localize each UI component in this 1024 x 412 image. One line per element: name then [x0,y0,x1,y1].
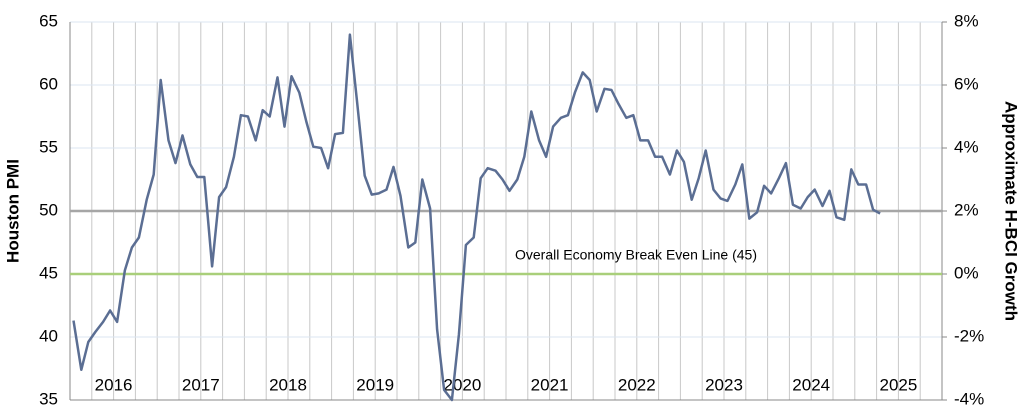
x-tick-label: 2017 [182,375,220,394]
y2-tick-label: -4% [954,389,984,408]
y-axis-title: Houston PMI [3,159,22,263]
y2-tick-label: 8% [954,11,979,30]
y-tick-label: 65 [39,11,58,30]
y-tick-label: 50 [39,200,58,219]
reference-line-label: Overall Economy Break Even Line (45) [515,247,757,263]
x-tick-label: 2016 [95,375,133,394]
y2-tick-label: -2% [954,326,984,345]
x-tick-label: 2023 [705,375,743,394]
y2-tick-label: 2% [954,200,979,219]
x-tick-label: 2024 [792,375,830,394]
x-tick-label: 2021 [531,375,569,394]
y2-tick-label: 0% [954,263,979,282]
x-tick-label: 2022 [618,375,656,394]
y2-tick-label: 4% [954,137,979,156]
x-tick-label: 2018 [269,375,307,394]
x-tick-label: 2020 [443,375,481,394]
series-line-group [72,33,881,402]
series-line [72,33,881,402]
y2-axis-title: Approximate H-BCI Growth [1002,101,1021,321]
y2-tick-label: 6% [954,74,979,93]
x-tick-label: 2025 [879,375,917,394]
y-tick-label: 55 [39,137,58,156]
x-tick-label: 2019 [356,375,394,394]
y-tick-label: 40 [39,326,58,345]
y-tick-label: 45 [39,263,58,282]
y-tick-label: 35 [39,389,58,408]
y-tick-label: 60 [39,74,58,93]
